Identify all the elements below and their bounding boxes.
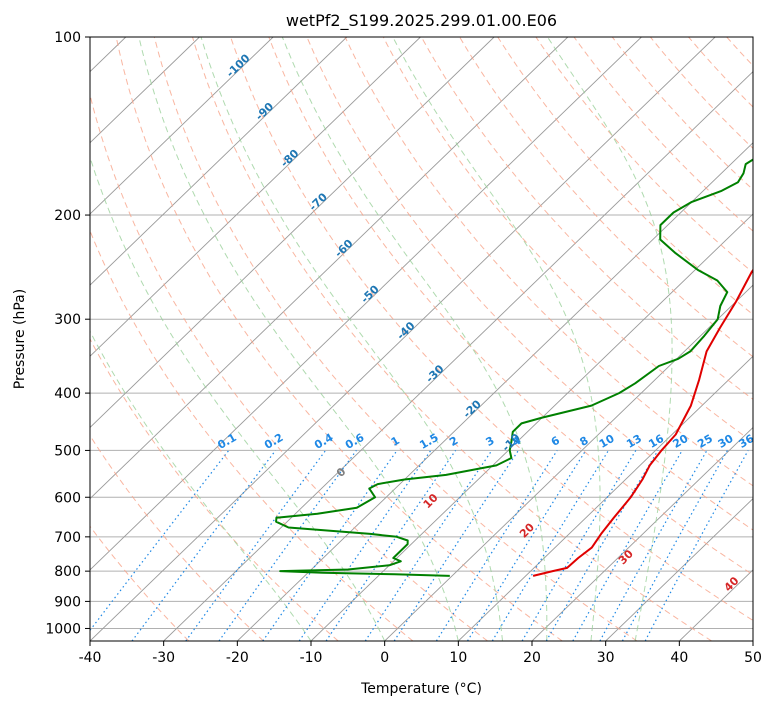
x-tick-label: 0 (380, 650, 389, 666)
x-tick-label: -40 (79, 650, 102, 666)
background-lines (90, 37, 753, 641)
isotherm-line (458, 355, 753, 641)
dry-adiabat-line (90, 92, 488, 641)
isotherm-line (90, 37, 421, 357)
dry-adiabat-line (192, 37, 712, 641)
mixing-ratio-line (185, 450, 327, 641)
x-tick-label: 20 (523, 650, 541, 666)
isotherm-line (90, 37, 200, 144)
x-tick-label: 40 (670, 650, 688, 666)
mixing-ratio-line (644, 450, 749, 641)
dry-adiabat-line (90, 229, 414, 641)
dry-adiabat-line (268, 37, 753, 576)
isotherm-line (90, 37, 274, 215)
x-tick-label: 10 (449, 650, 467, 666)
y-tick-label: 800 (54, 564, 81, 580)
x-tick-label: -30 (152, 650, 175, 666)
plot-frame (89, 36, 754, 642)
dry-adiabat-line (573, 37, 753, 232)
mixing-ratio-line (572, 450, 683, 641)
mixing-ratio-line (621, 450, 728, 641)
isotherm-line (90, 37, 716, 641)
mixing-ratio-line (521, 450, 637, 641)
moist-adiabat-line (90, 155, 386, 641)
dry-adiabat-line (230, 37, 753, 621)
y-tick-label: 100 (54, 30, 81, 46)
moist-adiabat-line (392, 37, 601, 641)
x-tick-label: 50 (744, 650, 762, 666)
mixing-ratio-line (435, 450, 558, 641)
isotherm-line (90, 37, 348, 286)
moist-adiabat-line (200, 37, 503, 641)
isotherm-line (90, 37, 495, 429)
isotherm-line (237, 142, 753, 641)
mixing-ratio-line (262, 450, 398, 641)
plot-area (90, 37, 753, 641)
mixing-ratio-line (545, 450, 659, 641)
y-tick-label: 600 (54, 490, 81, 506)
mixing-ratio-line (599, 450, 708, 641)
dry-adiabat-line (611, 37, 753, 191)
x-tick-label: -20 (226, 650, 249, 666)
y-tick-label: 200 (54, 208, 81, 224)
y-tick-label: 300 (54, 312, 81, 328)
y-tick-label: 700 (54, 530, 81, 546)
isotherm-line (90, 37, 569, 500)
dry-adiabat-line (153, 37, 638, 641)
isotherm-line (605, 498, 753, 641)
mixing-ratio-line (393, 450, 519, 641)
mixing-ratio-line (466, 450, 587, 641)
isotherm-line (531, 426, 753, 641)
x-axis-label: Temperature (°C) (360, 681, 482, 697)
moist-adiabat-line (90, 330, 312, 641)
mixing-ratio-line (364, 450, 493, 641)
moist-adiabat-line (281, 37, 548, 641)
mixing-ratio-line (218, 450, 357, 641)
dry-adiabat-line (90, 525, 190, 641)
dry-adiabat-line (344, 37, 753, 487)
y-axis-label: Pressure (hPa) (12, 289, 28, 389)
dry-adiabat-line (90, 337, 339, 641)
isotherm-line (90, 37, 642, 571)
dewpoint-profile-line (275, 158, 753, 577)
y-tick-label: 400 (54, 386, 81, 402)
y-tick-label: 1000 (45, 621, 81, 637)
dry-adiabat-line (382, 37, 753, 443)
moist-adiabat-line (138, 37, 459, 641)
dry-adiabat-line (306, 37, 753, 531)
chart-title: wetPf2_S199.2025.299.01.00.E06 (286, 11, 557, 31)
temperature-profile-line (532, 268, 753, 577)
grid-layer (90, 37, 753, 641)
y-tick-label: 500 (54, 443, 81, 459)
dry-adiabat-line (115, 37, 563, 641)
x-tick-label: -10 (300, 650, 323, 666)
isotherm-line (163, 70, 753, 641)
dry-adiabat-line (459, 37, 753, 358)
x-tick-label: 30 (597, 650, 615, 666)
dry-adiabat-line (420, 37, 753, 400)
axis-ticks: -40 -30 -20 -10 0 10 20 30 40 50 1000 900 800 700 600 5… (45, 30, 762, 666)
y-tick-label: 900 (54, 594, 81, 610)
data-series (275, 158, 753, 577)
moist-adiabat-line (547, 37, 673, 641)
mixing-ratio-line (491, 450, 610, 641)
isotherm-line (384, 284, 753, 641)
dry-adiabat-line (497, 37, 753, 316)
mixing-ratio-line (90, 450, 230, 632)
